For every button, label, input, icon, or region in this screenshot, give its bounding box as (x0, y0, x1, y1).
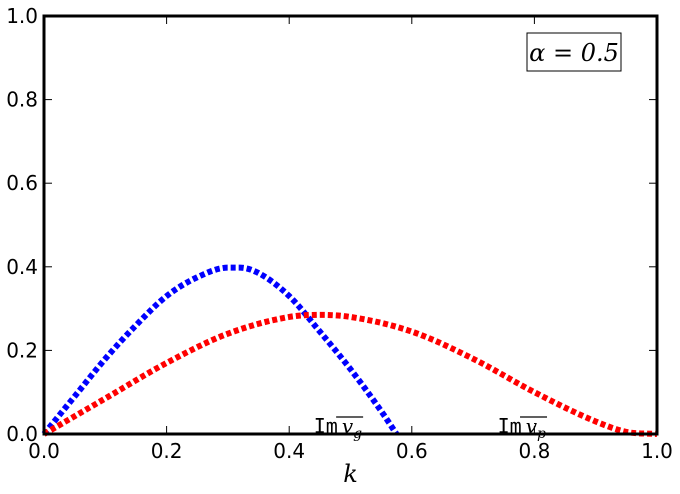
parameter-box-frame (526, 32, 622, 72)
series-annotation-0: Im vg (314, 414, 362, 442)
y-tick-label: 0.4 (6, 255, 38, 279)
series-line-0 (41, 264, 399, 436)
y-tick-label: 0.8 (6, 88, 38, 112)
series-line-1 (42, 311, 658, 437)
x-tick-label: 0.4 (273, 439, 305, 463)
x-tick-label: 0.2 (151, 439, 183, 463)
y-tick-label: 0.6 (6, 171, 38, 195)
x-tick-label: 0.8 (518, 439, 550, 463)
y-tick-label: 0.0 (6, 422, 38, 446)
annot-layer: Im vg Im vp (314, 414, 548, 442)
parameter-box-text: α = 0.5 (529, 39, 619, 67)
series-annotation-1: Im vp (498, 414, 546, 442)
x-tick-label: 0.0 (28, 439, 60, 463)
parameter-box: α = 0.5 (526, 32, 622, 72)
x-tick-label: 0.6 (396, 439, 428, 463)
x-tick-label: 1.0 (641, 439, 673, 463)
plot-frame (42, 14, 659, 436)
series-layer (41, 264, 658, 437)
y-tick-label: 1.0 (6, 4, 38, 28)
labels-layer: 0.0 0.2 0.4 0.6 0.8 1.0 0.0 0.2 0.4 0.6 0.8 1.0 (6, 4, 673, 463)
x-axis-label: k (343, 460, 358, 488)
y-tick-label: 0.2 (6, 338, 38, 362)
